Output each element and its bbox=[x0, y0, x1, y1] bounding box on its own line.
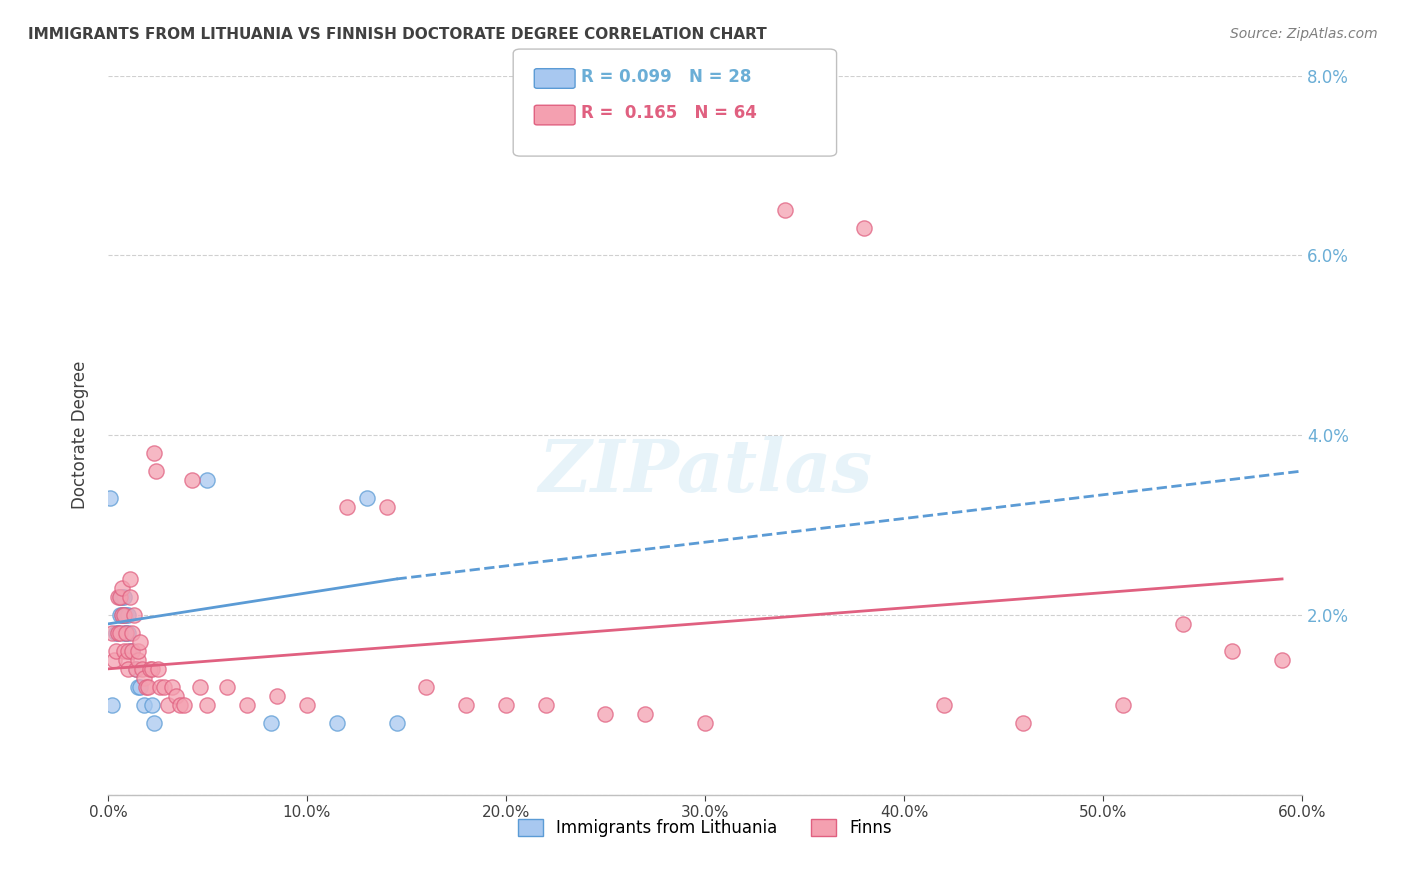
Text: ZIPatlas: ZIPatlas bbox=[538, 435, 872, 507]
Finns bbox=[136, 680, 159, 694]
Immigrants from Lithuania bbox=[125, 662, 148, 676]
Finns bbox=[932, 698, 955, 712]
Finns bbox=[118, 572, 141, 586]
Finns bbox=[101, 626, 124, 640]
Finns bbox=[139, 662, 162, 676]
Finns bbox=[336, 500, 359, 514]
Finns bbox=[1271, 653, 1294, 667]
Immigrants from Lithuania bbox=[118, 644, 141, 658]
Finns bbox=[853, 221, 876, 235]
Finns bbox=[104, 644, 127, 658]
Finns bbox=[127, 653, 149, 667]
Finns bbox=[108, 626, 131, 640]
Y-axis label: Doctorate Degree: Doctorate Degree bbox=[72, 361, 89, 509]
Finns bbox=[415, 680, 437, 694]
Finns bbox=[117, 644, 139, 658]
Immigrants from Lithuania bbox=[115, 626, 138, 640]
Immigrants from Lithuania bbox=[260, 715, 283, 730]
Finns bbox=[121, 644, 143, 658]
Finns bbox=[693, 715, 716, 730]
Immigrants from Lithuania bbox=[104, 626, 127, 640]
Finns bbox=[173, 698, 195, 712]
Finns bbox=[125, 662, 148, 676]
Finns bbox=[146, 662, 169, 676]
Finns bbox=[103, 653, 125, 667]
Finns bbox=[142, 446, 165, 460]
Finns bbox=[108, 590, 131, 604]
Finns bbox=[375, 500, 398, 514]
Immigrants from Lithuania bbox=[385, 715, 408, 730]
Finns bbox=[112, 607, 135, 622]
Finns bbox=[135, 680, 157, 694]
Finns bbox=[266, 689, 288, 703]
Finns bbox=[115, 653, 138, 667]
Finns bbox=[295, 698, 318, 712]
Finns bbox=[595, 706, 617, 721]
Finns bbox=[180, 473, 202, 487]
Finns bbox=[149, 680, 172, 694]
Immigrants from Lithuania bbox=[117, 626, 139, 640]
Finns bbox=[456, 698, 478, 712]
Finns bbox=[1112, 698, 1135, 712]
Text: R = 0.099   N = 28: R = 0.099 N = 28 bbox=[581, 68, 751, 86]
Finns bbox=[188, 680, 211, 694]
Finns bbox=[534, 698, 557, 712]
Finns bbox=[117, 662, 139, 676]
Immigrants from Lithuania bbox=[142, 715, 165, 730]
Immigrants from Lithuania bbox=[98, 491, 121, 505]
Finns bbox=[112, 644, 135, 658]
Finns bbox=[169, 698, 191, 712]
Text: IMMIGRANTS FROM LITHUANIA VS FINNISH DOCTORATE DEGREE CORRELATION CHART: IMMIGRANTS FROM LITHUANIA VS FINNISH DOC… bbox=[28, 27, 766, 42]
Finns bbox=[197, 698, 219, 712]
Immigrants from Lithuania bbox=[112, 590, 135, 604]
Immigrants from Lithuania bbox=[108, 607, 131, 622]
Immigrants from Lithuania bbox=[132, 698, 155, 712]
Finns bbox=[1012, 715, 1035, 730]
Immigrants from Lithuania bbox=[117, 607, 139, 622]
Immigrants from Lithuania bbox=[112, 626, 135, 640]
Finns bbox=[773, 203, 796, 218]
Immigrants from Lithuania bbox=[326, 715, 349, 730]
Immigrants from Lithuania bbox=[111, 590, 134, 604]
Finns bbox=[145, 464, 167, 478]
Finns bbox=[236, 698, 259, 712]
Finns bbox=[128, 635, 150, 649]
Finns bbox=[111, 581, 134, 595]
Immigrants from Lithuania bbox=[107, 626, 129, 640]
Finns bbox=[156, 698, 179, 712]
Finns bbox=[141, 662, 163, 676]
Finns bbox=[121, 626, 143, 640]
Finns bbox=[152, 680, 174, 694]
Finns bbox=[217, 680, 239, 694]
Immigrants from Lithuania bbox=[197, 473, 219, 487]
Finns bbox=[127, 644, 149, 658]
Finns bbox=[1220, 644, 1243, 658]
Legend: Immigrants from Lithuania, Finns: Immigrants from Lithuania, Finns bbox=[512, 813, 898, 844]
Finns bbox=[107, 626, 129, 640]
Finns bbox=[495, 698, 517, 712]
Immigrants from Lithuania bbox=[128, 680, 150, 694]
Finns bbox=[122, 607, 145, 622]
Finns bbox=[165, 689, 187, 703]
Immigrants from Lithuania bbox=[101, 698, 124, 712]
Immigrants from Lithuania bbox=[121, 644, 143, 658]
Finns bbox=[634, 706, 657, 721]
Finns bbox=[107, 590, 129, 604]
Immigrants from Lithuania bbox=[356, 491, 378, 505]
Finns bbox=[111, 607, 134, 622]
Immigrants from Lithuania bbox=[115, 607, 138, 622]
Immigrants from Lithuania bbox=[127, 680, 149, 694]
Finns bbox=[132, 671, 155, 685]
Text: Source: ZipAtlas.com: Source: ZipAtlas.com bbox=[1230, 27, 1378, 41]
Immigrants from Lithuania bbox=[141, 698, 163, 712]
Finns bbox=[1171, 616, 1194, 631]
Finns bbox=[118, 590, 141, 604]
Finns bbox=[160, 680, 183, 694]
Text: R =  0.165   N = 64: R = 0.165 N = 64 bbox=[581, 104, 756, 122]
Immigrants from Lithuania bbox=[108, 590, 131, 604]
Immigrants from Lithuania bbox=[111, 607, 134, 622]
Immigrants from Lithuania bbox=[112, 607, 135, 622]
Finns bbox=[115, 626, 138, 640]
Finns bbox=[131, 662, 153, 676]
